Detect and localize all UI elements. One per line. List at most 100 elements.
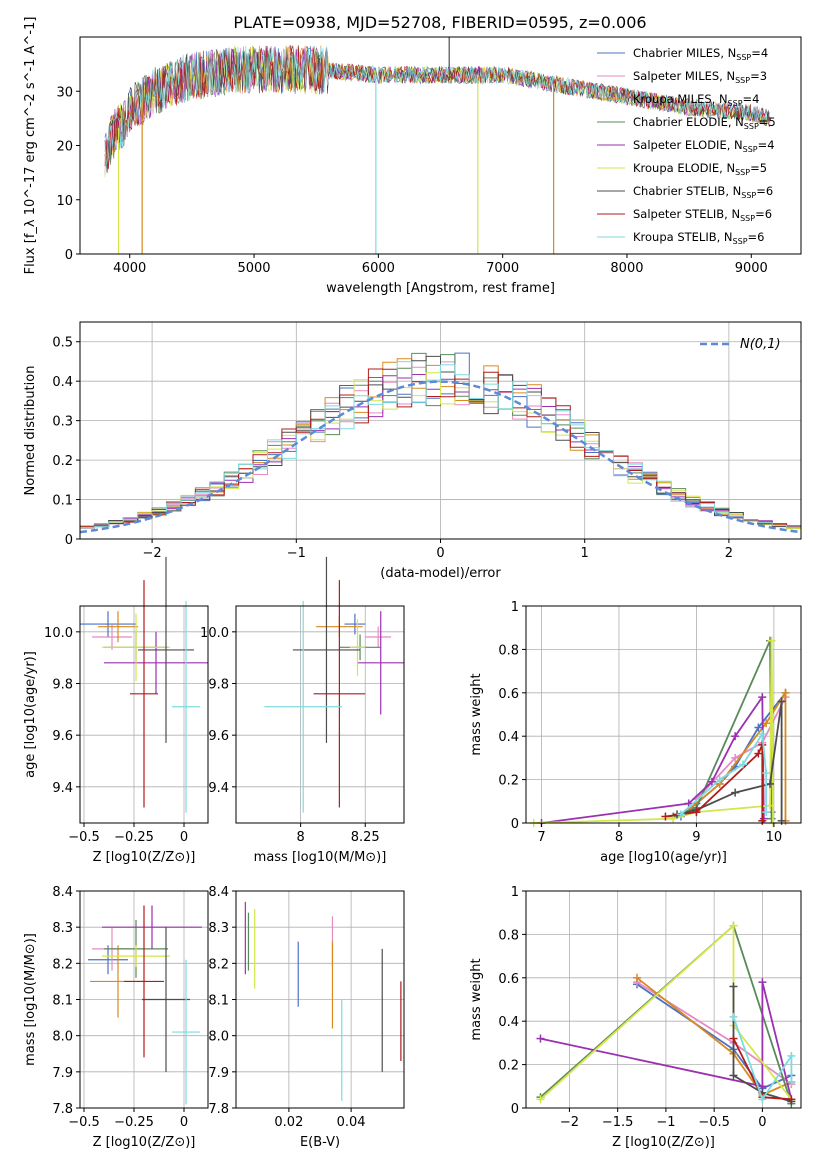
plot-content — [244, 901, 402, 1101]
weight-marker — [676, 810, 685, 819]
weight-marker — [762, 769, 771, 778]
panel-age-vs-mass: 8 8.25 9.4 9.6 9.8 10.0 mass [log10(M/M⊙)] — [200, 556, 405, 865]
y-axis-label: Normed distribution — [23, 366, 38, 496]
y-tick-label: 8.4 — [52, 885, 73, 900]
weight-marker — [777, 697, 786, 706]
y-tick-label: 8.4 — [208, 885, 229, 900]
weight-marker — [707, 777, 716, 786]
y-tick-label: 7.8 — [208, 1102, 229, 1117]
x-tick-label: 5000 — [237, 261, 270, 276]
legend-entry: Chabrier ELODIE, NSSP=5 — [633, 115, 776, 131]
plot-area — [526, 606, 801, 823]
plot-content — [88, 905, 202, 1105]
x-axis-label: E(B-V) — [300, 1135, 340, 1150]
y-tick-label: 7.8 — [52, 1102, 73, 1117]
y-tick-label: 9.4 — [52, 781, 73, 796]
x-tick-label: −2 — [560, 1115, 579, 1130]
weight-marker — [632, 973, 641, 982]
x-tick-label: 0 — [436, 546, 444, 561]
spectrum-lines — [104, 37, 770, 254]
x-tick-label: 0 — [180, 830, 188, 845]
errorbar-point — [313, 580, 366, 808]
weight-marker — [729, 921, 738, 930]
y-tick-label: 7.9 — [52, 1066, 73, 1081]
y-tick-label: 1 — [511, 600, 519, 615]
x-tick-label: 10 — [766, 830, 783, 845]
weight-marker — [731, 732, 740, 741]
weight-marker — [729, 1071, 738, 1080]
x-tick-label: −0.5 — [68, 1115, 100, 1130]
weight-marker — [729, 982, 738, 991]
errorbar-point — [130, 580, 158, 808]
legend-entry: Chabrier STELIB, NSSP=6 — [633, 184, 773, 200]
y-tick-label: 1 — [511, 885, 519, 900]
weight-marker — [536, 1034, 545, 1043]
x-axis-label: (data-model)/error — [380, 566, 501, 581]
y-tick-label: 0.3 — [52, 415, 73, 430]
weight-marker — [684, 799, 693, 808]
plot-content — [79, 352, 802, 534]
errorbar-point — [365, 626, 392, 648]
x-tick-label: 0.04 — [337, 1115, 366, 1130]
x-tick-label: −1 — [287, 546, 306, 561]
x-tick-label: −0.25 — [114, 830, 154, 845]
panel-spectrum: 4000 5000 6000 7000 8000 9000 0 10 20 30 wavelengt… — [23, 17, 802, 296]
errorbar-point — [292, 556, 361, 743]
weight-marker — [758, 1095, 767, 1104]
spectrum-series-8 — [104, 45, 770, 167]
y-tick-label: 0.4 — [52, 375, 73, 390]
weight-marker — [766, 801, 775, 810]
y-tick-label: 8.0 — [208, 1030, 229, 1045]
y-tick-label: 9.8 — [208, 678, 229, 693]
plot-content — [536, 921, 796, 1108]
y-axis-label: mass [log10(M/M⊙)] — [23, 933, 38, 1066]
panel-mass-vs-EBV: 0.02 0.04 7.8 7.9 8.0 8.1 8.2 8.3 8.4 E(B-V) — [208, 885, 405, 1150]
weight-series-4 — [541, 694, 765, 824]
weight-marker — [787, 1077, 796, 1086]
weight-series-5 — [533, 640, 774, 824]
y-tick-label: 8.1 — [208, 994, 229, 1009]
errorbar-point — [357, 611, 404, 715]
y-tick-label: 20 — [56, 140, 73, 155]
x-axis-label: Z [log10(Z/Z⊙)] — [612, 1135, 715, 1150]
y-axis-label: Flux [f_λ 10^-17 erg cm^-2 s^-1 A^-1] — [23, 17, 38, 275]
x-axis-label: Z [log10(Z/Z⊙)] — [93, 850, 196, 865]
y-tick-label: 0 — [511, 1102, 519, 1117]
x-tick-label: 6000 — [362, 261, 395, 276]
x-tick-label: 8.25 — [351, 830, 380, 845]
weight-marker — [781, 688, 790, 697]
weight-marker — [754, 723, 763, 732]
x-tick-label: −1 — [656, 1115, 675, 1130]
weight-series-5 — [539, 923, 793, 1100]
y-tick-label: 10.0 — [200, 626, 229, 641]
legend-entry: Chabrier MILES, NSSP=4 — [633, 46, 768, 62]
errorbar-point — [88, 945, 128, 975]
errorbar-point — [142, 927, 190, 1072]
plot-area — [236, 606, 404, 823]
y-tick-label: 7.9 — [208, 1066, 229, 1081]
weight-series-8 — [732, 1016, 793, 1102]
x-tick-label: 1 — [581, 546, 589, 561]
histogram-series-7 — [80, 368, 801, 527]
y-tick-label: 0.4 — [498, 730, 519, 745]
plot-content — [529, 636, 790, 827]
y-tick-label: 0 — [65, 248, 73, 263]
weight-marker — [731, 753, 740, 762]
x-tick-label: −2 — [143, 546, 162, 561]
axes-frame — [525, 605, 802, 824]
errorbar-point — [104, 631, 208, 694]
errorbar-point — [344, 613, 366, 635]
y-tick-label: 9.8 — [52, 678, 73, 693]
weight-marker — [787, 1095, 796, 1104]
normal-curve — [79, 380, 802, 534]
y-tick-label: 0 — [511, 817, 519, 832]
errorbar-point — [349, 618, 366, 676]
weight-marker — [692, 808, 701, 817]
y-tick-label: 0.1 — [52, 494, 73, 509]
axes-frame — [525, 890, 802, 1109]
legend-entry: Kroupa ELODIE, NSSP=5 — [633, 161, 767, 177]
histogram-series-5 — [80, 372, 801, 530]
panel-mass-weight-vs-age: 7 8 9 10 0 0.2 0.4 0.6 0.8 1 age [log10(age/yr)] ma… — [469, 600, 802, 865]
x-tick-label: −0.5 — [68, 830, 100, 845]
y-tick-label: 0.6 — [498, 687, 519, 702]
